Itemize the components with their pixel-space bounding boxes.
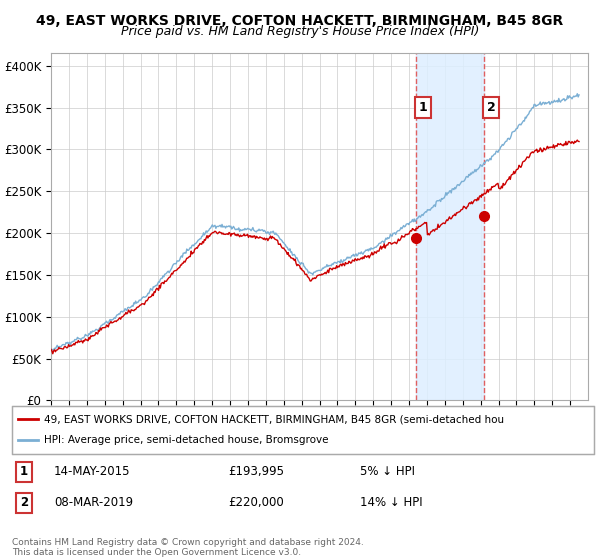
Bar xyxy=(416,53,484,400)
Text: £193,995: £193,995 xyxy=(228,465,284,478)
Text: 2: 2 xyxy=(487,101,495,114)
Text: 5% ↓ HPI: 5% ↓ HPI xyxy=(360,465,415,478)
Text: 1: 1 xyxy=(20,465,28,478)
Text: 08-MAR-2019: 08-MAR-2019 xyxy=(54,496,133,509)
Text: HPI: Average price, semi-detached house, Bromsgrove: HPI: Average price, semi-detached house,… xyxy=(44,435,329,445)
Text: 49, EAST WORKS DRIVE, COFTON HACKETT, BIRMINGHAM, B45 8GR: 49, EAST WORKS DRIVE, COFTON HACKETT, BI… xyxy=(37,14,563,28)
Text: 14% ↓ HPI: 14% ↓ HPI xyxy=(360,496,422,509)
Text: 1: 1 xyxy=(418,101,427,114)
Text: £220,000: £220,000 xyxy=(228,496,284,509)
Text: 14-MAY-2015: 14-MAY-2015 xyxy=(54,465,131,478)
Text: 2: 2 xyxy=(20,496,28,509)
Text: 49, EAST WORKS DRIVE, COFTON HACKETT, BIRMINGHAM, B45 8GR (semi-detached hou: 49, EAST WORKS DRIVE, COFTON HACKETT, BI… xyxy=(44,414,504,424)
Text: Price paid vs. HM Land Registry's House Price Index (HPI): Price paid vs. HM Land Registry's House … xyxy=(121,25,479,38)
Text: Contains HM Land Registry data © Crown copyright and database right 2024.
This d: Contains HM Land Registry data © Crown c… xyxy=(12,538,364,557)
